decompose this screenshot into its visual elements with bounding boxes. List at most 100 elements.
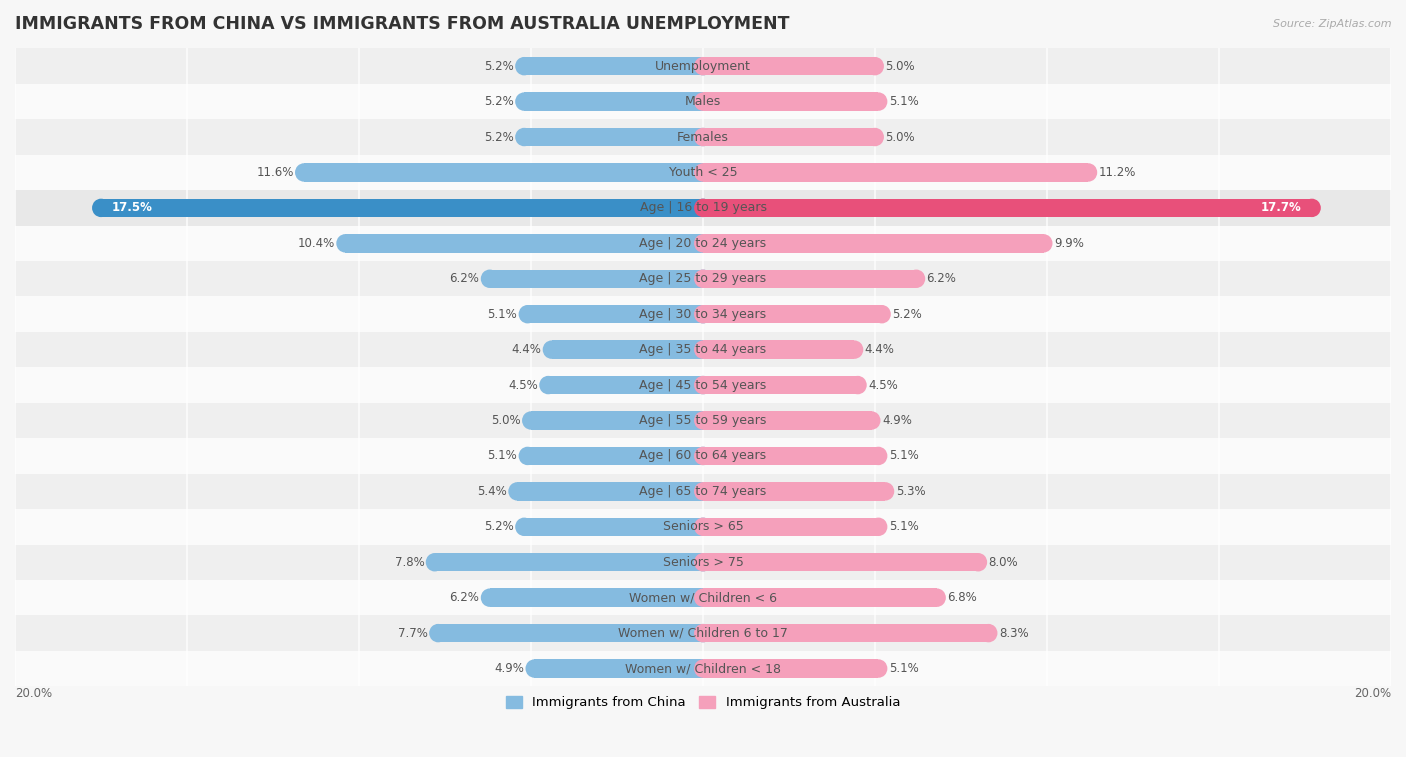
Text: 5.3%: 5.3% (896, 485, 925, 498)
Circle shape (543, 341, 561, 359)
Text: 4.5%: 4.5% (508, 378, 538, 391)
Text: 5.0%: 5.0% (886, 60, 915, 73)
Circle shape (1303, 198, 1320, 217)
Text: Youth < 25: Youth < 25 (669, 166, 737, 179)
Text: Age | 16 to 19 years: Age | 16 to 19 years (640, 201, 766, 214)
Circle shape (515, 518, 533, 536)
Circle shape (695, 234, 711, 253)
Circle shape (695, 57, 711, 76)
Circle shape (695, 376, 711, 394)
Bar (703, 164, 1088, 182)
Circle shape (695, 518, 711, 536)
Circle shape (695, 553, 711, 572)
Circle shape (695, 411, 711, 430)
Text: 5.0%: 5.0% (491, 414, 520, 427)
Text: 20.0%: 20.0% (1354, 687, 1391, 700)
Text: Women w/ Children < 18: Women w/ Children < 18 (626, 662, 780, 675)
Circle shape (695, 659, 711, 678)
Text: Age | 25 to 29 years: Age | 25 to 29 years (640, 273, 766, 285)
Circle shape (695, 341, 711, 359)
Circle shape (695, 164, 711, 182)
Text: 4.4%: 4.4% (512, 343, 541, 356)
Circle shape (695, 588, 711, 607)
Bar (15, 615, 1391, 651)
Bar (703, 659, 879, 678)
Circle shape (1035, 234, 1053, 253)
Circle shape (695, 659, 711, 678)
Bar (524, 518, 703, 536)
Circle shape (695, 553, 711, 572)
Text: Age | 30 to 34 years: Age | 30 to 34 years (640, 307, 766, 321)
Text: Age | 45 to 54 years: Age | 45 to 54 years (640, 378, 766, 391)
Text: 7.7%: 7.7% (398, 627, 427, 640)
Bar (434, 553, 703, 572)
Text: 4.9%: 4.9% (495, 662, 524, 675)
Text: Females: Females (678, 130, 728, 144)
Text: IMMIGRANTS FROM CHINA VS IMMIGRANTS FROM AUSTRALIA UNEMPLOYMENT: IMMIGRANTS FROM CHINA VS IMMIGRANTS FROM… (15, 15, 790, 33)
Circle shape (515, 57, 533, 76)
Circle shape (695, 624, 711, 643)
Bar (15, 261, 1391, 297)
Text: Age | 60 to 64 years: Age | 60 to 64 years (640, 450, 766, 463)
Circle shape (91, 198, 110, 217)
Text: 5.1%: 5.1% (488, 450, 517, 463)
Circle shape (866, 128, 884, 146)
Circle shape (695, 305, 711, 323)
Bar (703, 376, 858, 394)
Bar (15, 226, 1391, 261)
Bar (703, 92, 879, 111)
Bar (15, 84, 1391, 120)
Text: 17.5%: 17.5% (111, 201, 152, 214)
Text: Males: Males (685, 95, 721, 108)
Text: 5.2%: 5.2% (484, 130, 513, 144)
Circle shape (866, 57, 884, 76)
Circle shape (907, 269, 925, 288)
Text: 4.9%: 4.9% (882, 414, 911, 427)
Text: 5.1%: 5.1% (889, 95, 918, 108)
Circle shape (695, 164, 711, 182)
Text: Age | 65 to 74 years: Age | 65 to 74 years (640, 485, 766, 498)
Bar (15, 332, 1391, 367)
Circle shape (869, 447, 887, 465)
Bar (15, 367, 1391, 403)
Bar (15, 403, 1391, 438)
Bar (703, 411, 872, 430)
Circle shape (695, 269, 711, 288)
Circle shape (519, 305, 537, 323)
Circle shape (295, 164, 314, 182)
Circle shape (695, 341, 711, 359)
Circle shape (429, 624, 447, 643)
Bar (703, 553, 979, 572)
Circle shape (515, 128, 533, 146)
Circle shape (969, 553, 987, 572)
Circle shape (695, 376, 711, 394)
Text: Seniors > 75: Seniors > 75 (662, 556, 744, 569)
Bar (15, 509, 1391, 544)
Circle shape (695, 269, 711, 288)
Bar (703, 341, 855, 359)
Text: 5.4%: 5.4% (477, 485, 508, 498)
Circle shape (481, 588, 499, 607)
Bar (703, 128, 875, 146)
Text: Age | 55 to 59 years: Age | 55 to 59 years (640, 414, 766, 427)
Circle shape (695, 128, 711, 146)
Text: 6.2%: 6.2% (450, 591, 479, 604)
Circle shape (695, 518, 711, 536)
Circle shape (695, 92, 711, 111)
Text: 5.1%: 5.1% (889, 662, 918, 675)
Bar (489, 269, 703, 288)
Circle shape (540, 376, 557, 394)
Bar (703, 269, 917, 288)
Bar (524, 128, 703, 146)
Bar (15, 544, 1391, 580)
Bar (524, 57, 703, 76)
Circle shape (695, 447, 711, 465)
Bar (524, 92, 703, 111)
Bar (551, 341, 703, 359)
Bar (101, 198, 703, 217)
Bar (15, 297, 1391, 332)
Bar (15, 474, 1391, 509)
Text: Seniors > 65: Seniors > 65 (662, 520, 744, 533)
Text: 17.7%: 17.7% (1261, 201, 1302, 214)
Circle shape (515, 92, 533, 111)
